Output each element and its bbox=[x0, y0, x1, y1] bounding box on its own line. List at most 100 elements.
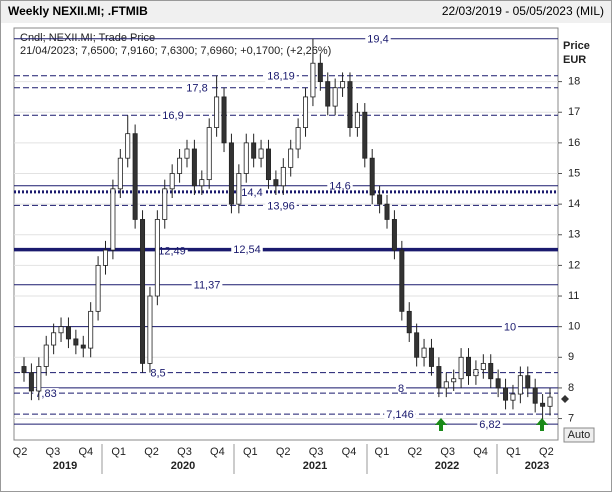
level-label-bg bbox=[501, 321, 519, 334]
x-quarter-label: Q3 bbox=[309, 446, 324, 458]
legend-values: 21/04/2023; 7,6500; 7,9160; 7,6300; 7,69… bbox=[20, 45, 331, 57]
y-tick-label: 17 bbox=[568, 106, 580, 118]
level-label-bg bbox=[148, 367, 168, 380]
last-price-marker bbox=[561, 395, 569, 403]
candle-body bbox=[540, 402, 546, 407]
level-label-bg bbox=[384, 408, 416, 421]
y-axis-title: Price bbox=[563, 40, 590, 52]
candle-body bbox=[473, 369, 479, 377]
candle-body bbox=[21, 366, 27, 374]
candle-body bbox=[184, 148, 190, 159]
x-year-label: 2021 bbox=[303, 460, 327, 472]
candle-body bbox=[310, 62, 316, 98]
x-quarter-label: Q2 bbox=[276, 446, 291, 458]
candle-body bbox=[206, 127, 212, 181]
candle-body bbox=[458, 356, 464, 380]
x-year-label: 2020 bbox=[171, 460, 195, 472]
candle-body bbox=[28, 372, 34, 392]
candle-body bbox=[102, 249, 108, 266]
candle-body bbox=[288, 148, 294, 168]
candle-body bbox=[125, 133, 131, 159]
level-label: 18,19 bbox=[267, 71, 295, 83]
candle-body bbox=[169, 173, 175, 190]
x-quarter-label: Q2 bbox=[407, 446, 422, 458]
candle-body bbox=[295, 127, 301, 150]
y-tick-label: 16 bbox=[568, 137, 580, 149]
level-label: 13,96 bbox=[267, 200, 295, 212]
level-label-bg bbox=[395, 382, 407, 395]
candle-body bbox=[443, 381, 449, 389]
candle-body bbox=[214, 96, 220, 128]
candle-body bbox=[65, 326, 71, 340]
level-label-bg bbox=[239, 186, 265, 199]
x-quarter-label: Q3 bbox=[177, 446, 192, 458]
x-quarter-label: Q4 bbox=[473, 446, 488, 458]
x-quarter-label: Q2 bbox=[13, 446, 28, 458]
x-quarter-label: Q3 bbox=[440, 446, 455, 458]
candle-body bbox=[525, 375, 531, 389]
y-tick-label: 13 bbox=[568, 229, 580, 241]
level-label-bg bbox=[265, 70, 297, 83]
candle-body bbox=[140, 219, 146, 364]
level-label-bg bbox=[365, 33, 391, 46]
candle-body bbox=[258, 148, 264, 159]
candle-body bbox=[362, 111, 368, 159]
y-tick-label: 12 bbox=[568, 259, 580, 271]
level-label-bg bbox=[477, 418, 503, 431]
candle-body bbox=[58, 326, 64, 334]
x-year-label: 2022 bbox=[435, 460, 459, 472]
candle-body bbox=[436, 366, 442, 389]
level-label: 12,54 bbox=[233, 244, 261, 256]
candle-body bbox=[273, 179, 279, 187]
level-label: 19,4 bbox=[367, 34, 388, 46]
candle-body bbox=[391, 219, 397, 251]
level-label: 17,8 bbox=[186, 83, 207, 95]
y-tick-label: 8 bbox=[568, 382, 574, 394]
candle-body bbox=[325, 81, 331, 107]
candle-body bbox=[80, 344, 86, 349]
x-quarter-label: Q4 bbox=[342, 446, 357, 458]
candle-body bbox=[191, 148, 197, 187]
auto-button-label[interactable]: Auto bbox=[568, 429, 591, 441]
y-tick-label: 9 bbox=[568, 351, 574, 363]
candle-body bbox=[377, 194, 383, 205]
candle-body bbox=[332, 87, 338, 107]
candle-body bbox=[406, 310, 412, 334]
candle-body bbox=[347, 81, 353, 128]
x-quarter-label: Q1 bbox=[375, 446, 390, 458]
x-quarter-label: Q2 bbox=[539, 446, 554, 458]
level-label-bg bbox=[191, 279, 223, 292]
x-quarter-label: Q1 bbox=[506, 446, 521, 458]
level-label-bg bbox=[160, 110, 186, 123]
candle-body bbox=[132, 133, 138, 220]
candle-body bbox=[503, 387, 509, 401]
candle-body bbox=[414, 332, 420, 358]
candle-body bbox=[428, 347, 434, 367]
level-label-bg bbox=[265, 200, 297, 213]
candle-body bbox=[177, 157, 183, 174]
level-label: 16,9 bbox=[162, 110, 183, 122]
y-tick-label: 7 bbox=[568, 412, 574, 424]
x-quarter-label: Q2 bbox=[144, 446, 159, 458]
candle-body bbox=[162, 188, 168, 220]
candle-body bbox=[43, 344, 49, 367]
level-label: 10 bbox=[504, 322, 516, 334]
x-quarter-label: Q1 bbox=[243, 446, 258, 458]
candle-body bbox=[488, 363, 494, 380]
candle-body bbox=[154, 219, 160, 297]
candle-body bbox=[495, 378, 501, 389]
candle-body bbox=[95, 264, 101, 312]
header-range: 22/03/2019 - 05/05/2023 (MIL) bbox=[442, 4, 604, 18]
candle-body bbox=[221, 96, 227, 144]
candle-body bbox=[280, 166, 286, 187]
signal-arrow bbox=[435, 418, 447, 431]
legend-line: Cndl; NEXII.MI; Trade Price bbox=[20, 32, 155, 44]
candle-body bbox=[354, 111, 360, 128]
y-axis-unit: EUR bbox=[563, 54, 586, 66]
candle-body bbox=[399, 249, 405, 312]
x-quarter-label: Q4 bbox=[210, 446, 225, 458]
level-label: 8 bbox=[398, 383, 404, 395]
candle-body bbox=[236, 173, 242, 205]
auto-button[interactable] bbox=[563, 427, 595, 443]
candle-body bbox=[510, 393, 516, 401]
